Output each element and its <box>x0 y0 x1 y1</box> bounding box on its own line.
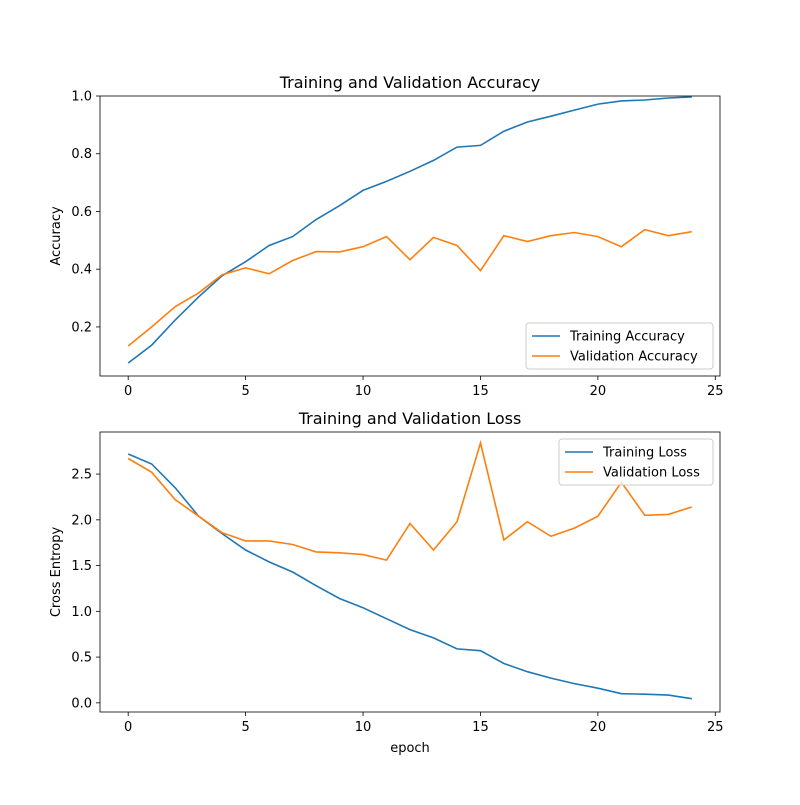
axes-1: Training and Validation Accuracy Accuracy… <box>49 73 724 399</box>
x-axis-label: epoch <box>390 741 430 756</box>
legend-label: Validation Loss <box>603 466 700 481</box>
x-tick-label: 10 <box>355 384 372 399</box>
legend-label: Training Accuracy <box>569 330 685 345</box>
series-line-training-loss <box>127 453 692 700</box>
axes-frame <box>99 95 721 377</box>
axes-frame <box>99 431 721 713</box>
y-tick-label: 0.0 <box>71 696 92 711</box>
y-tick-label: 0.2 <box>71 320 92 335</box>
x-tick-label: 0 <box>124 384 132 399</box>
y-tick-label: 2.0 <box>71 513 92 528</box>
x-tick-label: 25 <box>707 384 724 399</box>
y-tick-label: 0.6 <box>71 205 92 220</box>
chart-title: Training and Validation Loss <box>298 409 522 428</box>
y-tick-label: 1.0 <box>71 90 92 105</box>
legend-box <box>525 322 714 370</box>
x-tick-label: 20 <box>590 384 607 399</box>
legend-label: Training Loss <box>602 446 687 461</box>
y-tick-label: 0.4 <box>71 263 92 278</box>
x-tick-label: 5 <box>241 384 249 399</box>
legend: Training Loss Validation Loss <box>558 438 714 486</box>
x-tick-label: 20 <box>590 720 607 735</box>
x-tick-label: 10 <box>355 720 372 735</box>
y-axis-label: Cross Entropy <box>49 527 64 618</box>
x-tick-label: 25 <box>707 720 724 735</box>
legend-box <box>558 438 714 486</box>
y-tick-label: 0.5 <box>71 651 92 666</box>
y-tick-label: 1.5 <box>71 559 92 574</box>
series-line-validation-loss <box>127 439 693 562</box>
x-tick-label: 5 <box>241 720 249 735</box>
series-line-validation-accuracy <box>127 228 692 347</box>
legend-label: Validation Accuracy <box>570 350 698 365</box>
y-tick-label: 2.5 <box>71 468 92 483</box>
y-axis-label: Accuracy <box>49 206 64 266</box>
chart-title: Training and Validation Accuracy <box>279 73 541 92</box>
series-line-training-accuracy <box>127 96 692 364</box>
x-tick-label: 15 <box>472 720 489 735</box>
x-tick-label: 15 <box>472 384 489 399</box>
y-tick-label: 1.0 <box>71 605 92 620</box>
y-tick-label: 0.8 <box>71 147 92 162</box>
x-tick-label: 0 <box>124 720 132 735</box>
axes-2: Training and Validation Loss Cross Entrop… <box>49 409 724 756</box>
legend: Training Accuracy Validation Accuracy <box>525 322 714 370</box>
